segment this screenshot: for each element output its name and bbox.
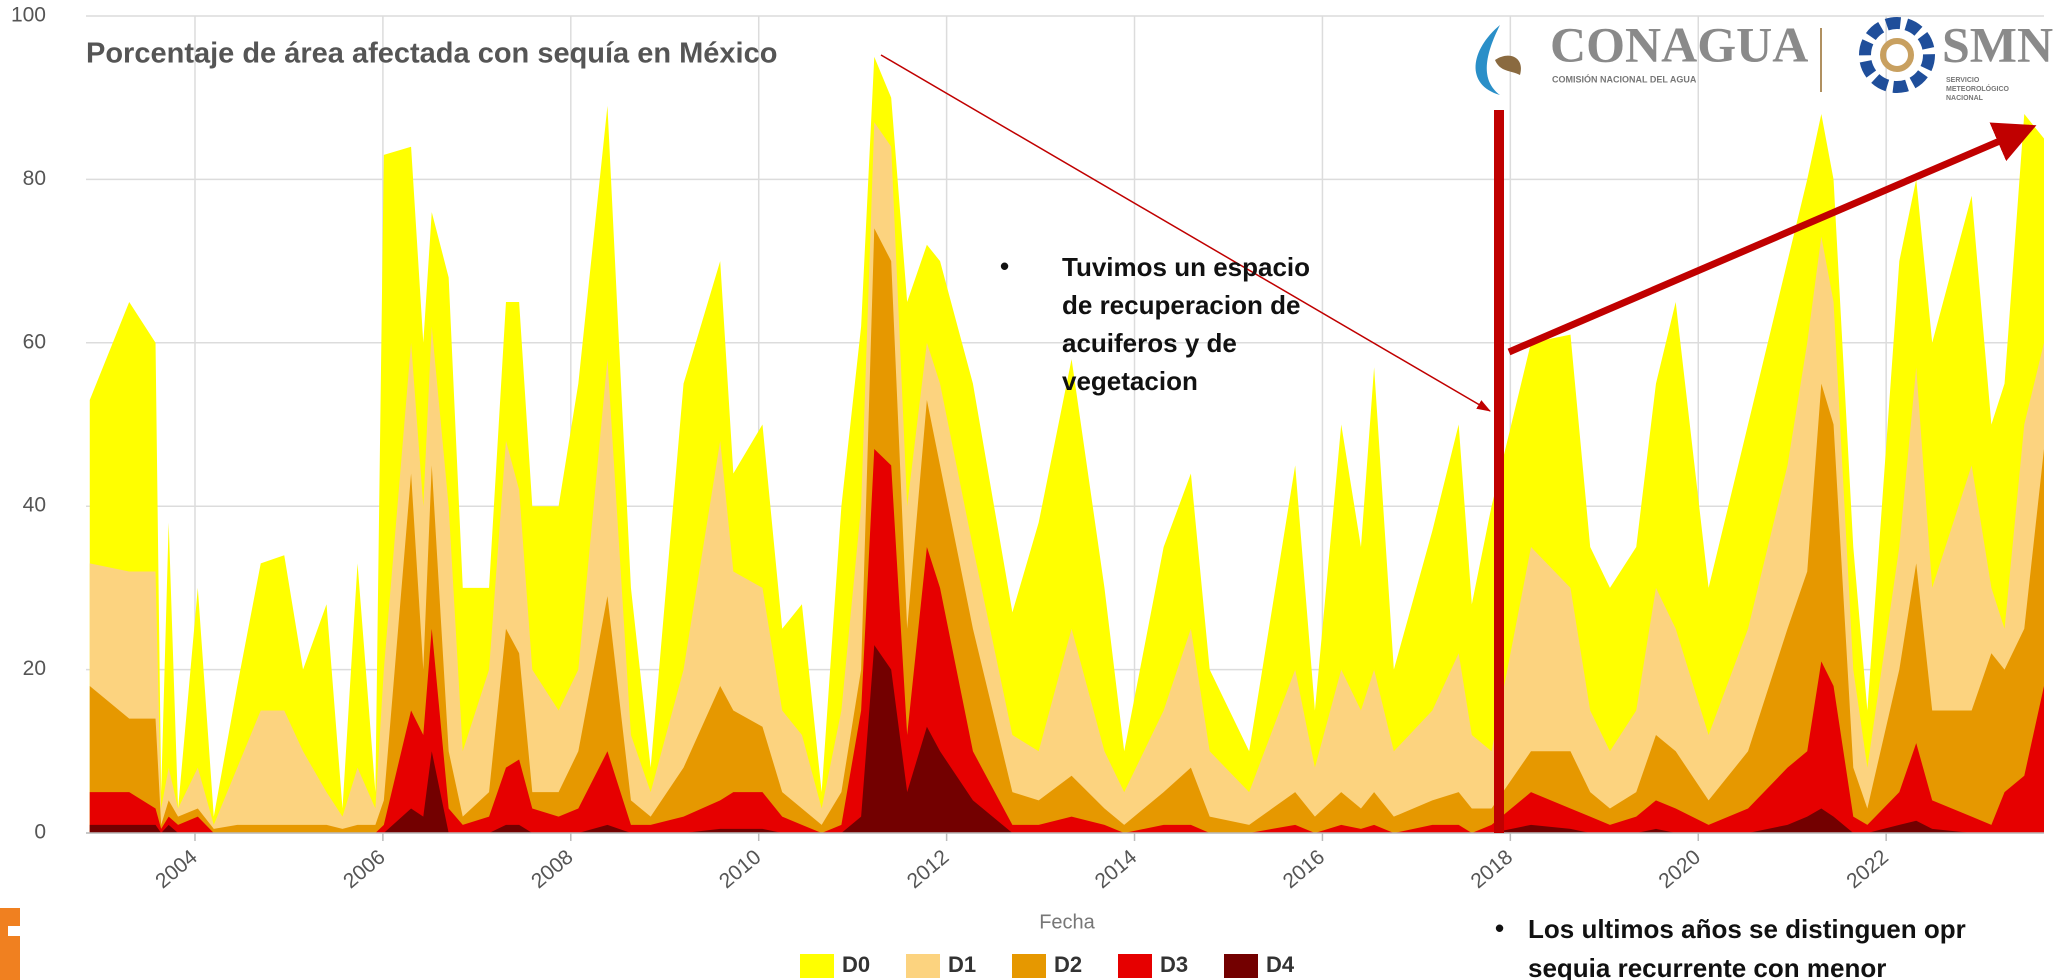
logo-subtext: METEOROLÓGICO (1946, 84, 2010, 93)
annotation-text: sequia recurrente con menor (1528, 953, 1886, 980)
legend-label: D1 (948, 952, 976, 977)
y-tick-label: 40 (23, 494, 46, 517)
smn-logo: SMN SERVICIO METEOROLÓGICO NACIONAL (1859, 16, 2053, 102)
x-tick-label: 2018 (1467, 845, 1518, 893)
x-tick-label: 2006 (339, 845, 390, 893)
legend-label: D3 (1160, 952, 1188, 977)
legend-label: D2 (1054, 952, 1082, 977)
x-tick-label: 2020 (1654, 845, 1705, 893)
annotation-text: acuiferos y de (1062, 328, 1237, 358)
area (89, 122, 2044, 833)
x-tick-label: 2022 (1842, 845, 1893, 893)
legend: D0 D1 D2 D3 D4 (800, 952, 1295, 978)
logo-fragment (0, 908, 20, 980)
legend-swatch (800, 954, 834, 978)
logo-subtext: SERVICIO (1946, 77, 1980, 84)
bullet: • (1000, 251, 1009, 281)
legend-swatch (1012, 954, 1046, 978)
legend-label: D4 (1266, 952, 1295, 977)
chart-title: Porcentaje de área afectada con sequía e… (86, 38, 777, 70)
x-tick-label: 2008 (527, 845, 578, 893)
y-tick-label: 60 (23, 330, 46, 353)
legend-swatch (1118, 954, 1152, 978)
x-tick-label: 2014 (1091, 845, 1142, 893)
logo-icon (1475, 25, 1500, 95)
y-tick-label: 0 (34, 821, 46, 844)
annotation-text: vegetacion (1062, 366, 1198, 396)
x-tick-label: 2010 (715, 845, 766, 893)
legend-swatch (906, 954, 940, 978)
conagua-logo: CONAGUA COMISIÓN NACIONAL DEL AGUA (1475, 16, 1808, 95)
logo-text: SMN (1942, 16, 2053, 72)
annotation-text: Los ultimos años se distinguen opr (1528, 914, 1966, 944)
annotation-arrow (1507, 122, 2037, 356)
x-tick-label: 2004 (151, 845, 202, 893)
annotation-arrow (880, 54, 1491, 412)
x-tick-label: 2016 (1279, 845, 1330, 893)
logo-text: CONAGUA (1550, 16, 1808, 72)
area (89, 449, 2044, 833)
annotation-text: de recuperacion de (1062, 290, 1300, 320)
x-tick-label: 2012 (903, 845, 954, 893)
y-tick-label: 20 (23, 657, 46, 680)
y-tick-label: 100 (11, 4, 46, 27)
area (89, 228, 2044, 834)
areas (89, 56, 2044, 834)
x-axis-label: Fecha (1039, 911, 1095, 933)
legend-swatch (1224, 954, 1258, 978)
logo-icon (1880, 38, 1914, 72)
legend-label: D0 (842, 952, 870, 977)
logo-icon (1495, 55, 1521, 75)
y-tick-label: 80 (23, 167, 46, 190)
logo-icon (1859, 17, 1935, 93)
logo-subtext: NACIONAL (1946, 95, 1984, 102)
logo-subtext: COMISIÓN NACIONAL DEL AGUA (1552, 73, 1697, 84)
annotation-text: Tuvimos un espacio (1062, 252, 1310, 282)
bullet: • (1495, 913, 1504, 943)
